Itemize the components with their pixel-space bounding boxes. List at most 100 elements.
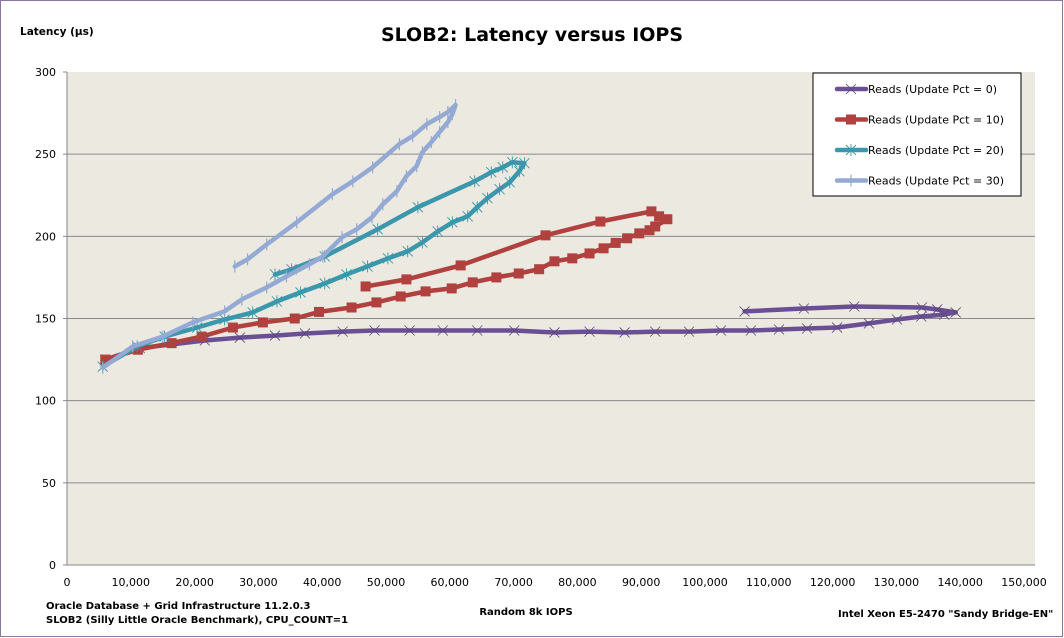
x-tick-label: 80,000 [558, 576, 597, 589]
data-point-asterisk [269, 268, 281, 281]
data-point-asterisk [471, 201, 483, 214]
data-point-x [584, 326, 595, 337]
legend-item: Reads (Update Pct = 20) [834, 144, 1004, 157]
data-point-square [610, 237, 621, 248]
data-point-asterisk [494, 183, 505, 196]
x-tick-label: 70,000 [494, 576, 533, 589]
data-point-square [622, 233, 633, 244]
x-tick-label: 100,000 [682, 576, 728, 589]
y-tick-label: 0 [49, 559, 56, 572]
data-point-x [715, 325, 727, 336]
data-point-asterisk [432, 225, 443, 238]
x-tick-label: 0 [64, 576, 71, 589]
data-point-x [950, 307, 962, 318]
data-point-square [584, 248, 595, 259]
legend-box [812, 72, 1022, 197]
footnote-right: Intel Xeon E5-2470 "Sandy Bridge-EN" [838, 609, 1053, 620]
data-point-x [549, 327, 560, 338]
data-point-asterisk [372, 223, 384, 236]
x-tick-label: 110,000 [746, 576, 792, 589]
data-point-square [289, 313, 300, 324]
x-axis-label: Random 8k IOPS [479, 607, 572, 618]
data-point-x [938, 309, 950, 320]
legend-label: Reads (Update Pct = 0) [868, 83, 997, 96]
data-point-square [846, 114, 856, 125]
data-point-square [549, 256, 560, 267]
y-tick-label: 100 [35, 395, 56, 408]
data-point-asterisk [504, 176, 516, 189]
data-point-square [132, 344, 143, 355]
data-point-x [471, 325, 483, 336]
data-point-square [100, 354, 111, 365]
data-point-square [467, 277, 478, 288]
data-point-asterisk [412, 201, 424, 214]
data-point-square [654, 211, 665, 222]
x-tick-label: 120,000 [810, 576, 856, 589]
data-point-asterisk [845, 144, 857, 156]
data-point-asterisk [462, 210, 473, 223]
data-point-asterisk [295, 286, 306, 299]
data-point-square [395, 291, 406, 302]
data-point-x [739, 306, 750, 317]
y-tick-label: 300 [35, 66, 56, 79]
data-point-square [257, 317, 268, 328]
data-point-x [915, 311, 927, 322]
x-tick-label: 140,000 [937, 576, 983, 589]
data-point-x [916, 302, 928, 313]
series-group [97, 99, 962, 374]
data-point-x [891, 314, 903, 325]
legend-label: Reads (Update Pct = 10) [868, 114, 1004, 127]
data-point-square [650, 221, 661, 232]
series-3 [100, 99, 458, 374]
data-point-square [314, 306, 325, 317]
data-point-square [513, 268, 524, 279]
x-tick-label: 60,000 [431, 576, 470, 589]
data-point-x [269, 330, 281, 341]
data-point-square [540, 230, 551, 241]
data-point-x [931, 304, 943, 315]
data-point-x [831, 322, 843, 333]
data-point-x [849, 301, 860, 312]
legend-label: Reads (Update Pct = 20) [868, 144, 1004, 157]
data-point-x [683, 326, 695, 337]
series-line [100, 159, 527, 369]
y-axis-label: Latency (µs) [20, 26, 94, 38]
data-point-square [534, 264, 545, 275]
y-tick-labels: 0 50 100 150 200 250 300 [35, 66, 56, 572]
data-point-x [437, 325, 449, 336]
data-point-x [508, 325, 520, 336]
x-tick-label: 20,000 [175, 576, 214, 589]
data-point-square [646, 206, 657, 217]
legend-label: Reads (Update Pct = 30) [868, 175, 1004, 188]
x-tick-labels: 0 10,000 20,000 30,000 40,000 50,000 60,000 70,… [64, 576, 1047, 589]
footnote-left-line2: SLOB2 (Silly Little Oracle Benchmark), C… [46, 615, 348, 626]
data-point-square [634, 228, 645, 239]
legend-item: Reads (Update Pct = 30) [834, 174, 1004, 188]
data-point-x [404, 325, 415, 336]
data-point-asterisk [271, 295, 283, 308]
y-tick-label: 250 [35, 148, 56, 161]
data-point-asterisk [362, 260, 373, 273]
data-point-square [360, 281, 371, 292]
data-point-asterisk [469, 175, 481, 188]
data-point-square [567, 253, 578, 264]
legend-item: Reads (Update Pct = 10) [834, 114, 1004, 127]
data-point-x [773, 324, 785, 335]
series-2 [97, 156, 530, 373]
data-point-asterisk [497, 161, 509, 174]
data-point-square [166, 338, 177, 349]
data-point-x [337, 326, 348, 337]
data-point-asterisk [447, 216, 458, 229]
y-tick-label: 50 [42, 477, 56, 490]
data-point-x [801, 323, 813, 334]
data-point-square [598, 243, 609, 254]
data-point-square [401, 274, 412, 285]
data-point-square [371, 297, 382, 308]
data-point-x [845, 83, 857, 95]
data-point-square [346, 302, 357, 313]
data-point-square [455, 260, 466, 271]
data-point-x [234, 332, 246, 343]
x-tick-label: 10,000 [112, 576, 151, 589]
data-point-x [299, 328, 311, 339]
